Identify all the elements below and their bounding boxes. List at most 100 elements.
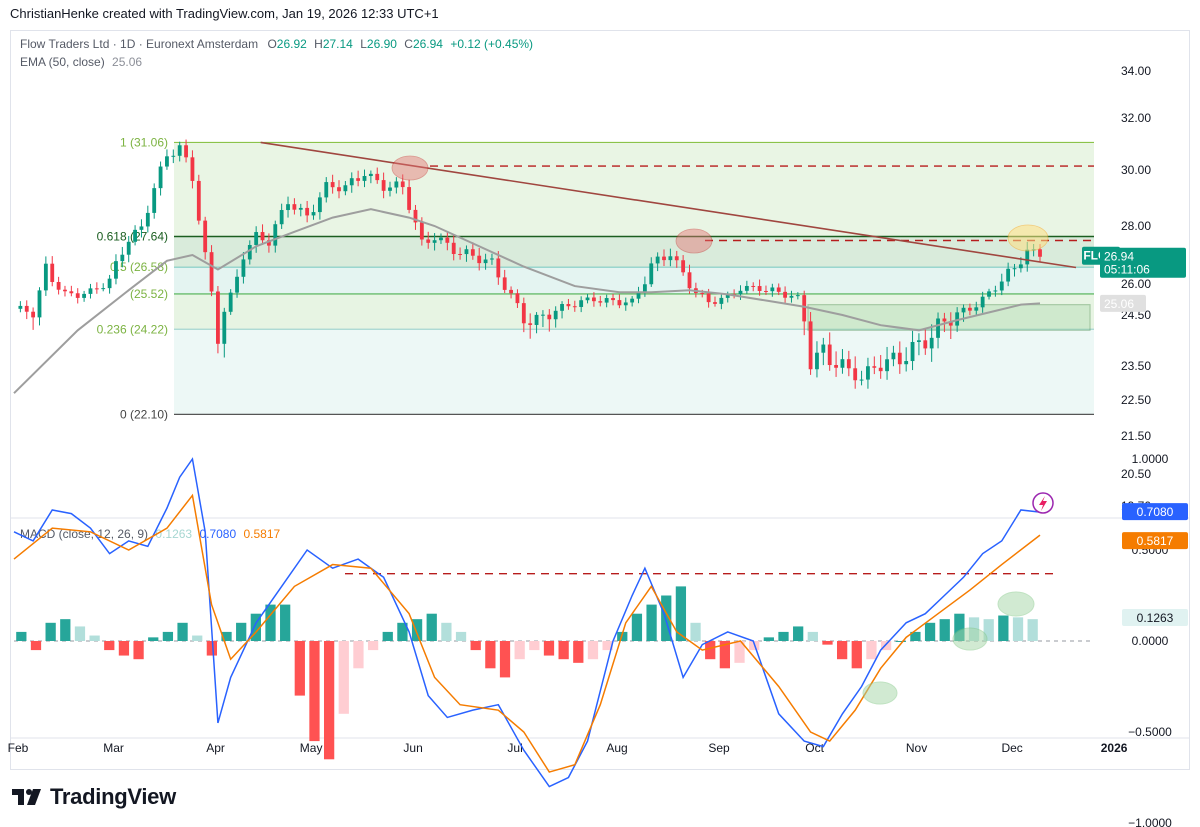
open-label: O [267,37,277,51]
candle-body [929,337,934,349]
candle-body [394,181,399,188]
candle-body [776,287,781,292]
candle-body [145,212,150,227]
candle-body [668,256,673,261]
candle-body [152,188,157,213]
candle-body [885,359,889,372]
candle-body [872,366,877,368]
candle-body [840,359,845,368]
macd-histogram-bar [118,641,130,656]
candle-body [515,293,520,304]
attribution-header: ChristianHenke created with TradingView.… [10,6,439,21]
candle-body [706,293,711,303]
candle-body [897,352,902,365]
candle-body [936,318,940,338]
macd-histogram-bar [983,619,994,641]
macd-histogram-bar [367,641,379,651]
macd-histogram-bar [998,615,1009,641]
candle-body [509,289,513,294]
macd-histogram-bar [529,641,540,651]
macd-histogram-bar [763,637,774,641]
macd-histogram-bar [323,641,335,760]
macd-histogram-bar [104,641,115,651]
candle-body [980,296,985,308]
candle-body [999,281,1004,291]
macd-histogram-bar [573,641,584,663]
ema-badge-text: 25.06 [1104,297,1134,311]
candle-body [413,209,418,223]
candle-body [808,321,813,370]
macd-histogram-bar [499,641,511,678]
candle-body [1025,249,1030,265]
candle-body [917,340,921,342]
candle-body [101,288,106,290]
last-price-badge-bg [1100,247,1186,278]
candle-body [521,303,526,324]
candle-body [878,367,883,372]
macd-histogram-bar [719,641,731,669]
candle-body [464,249,469,255]
macd-histogram-bar [793,626,804,641]
tradingview-brand: TradingView [50,784,176,809]
macd-histogram-bar [558,641,569,660]
candle-body [305,207,310,216]
macd-legend[interactable]: MACD (close, 12, 26, 9) 0.1263 0.7080 0.… [20,527,280,541]
macd-axis-tick: −1.0000 [1128,816,1172,827]
macd-histogram-bar [30,641,42,651]
macd-histogram-bar [954,613,965,641]
candle-body [764,290,768,292]
candle-body [592,297,596,302]
candle-body [502,277,507,290]
candle-body [451,242,456,255]
candle-body [993,290,998,292]
macd-signal-badge: 0.5817 [1137,534,1174,548]
macd-histogram-bar [397,622,408,641]
macd-histogram-bar [60,619,71,641]
candle-body [834,365,838,368]
candle-body [636,291,641,299]
ema-legend[interactable]: EMA (50, close) 25.06 [20,55,142,69]
macd-histogram-bar [133,641,144,660]
macd-histogram-bar [895,641,906,642]
macd-histogram-bar [338,641,349,714]
candle-body [286,204,290,211]
macd-highlight-dec [952,627,988,651]
fib-label-0: 0 (22.10) [120,407,168,421]
price-axis-tick: 20.50 [1121,467,1151,481]
candle-body [604,298,609,303]
fib-zone-0.618 [174,236,1094,268]
candle-body [1012,268,1017,270]
candle-body [324,182,329,198]
macd-histogram-bar [441,622,452,641]
candle-body [955,312,960,326]
candle-body [260,232,265,241]
macd-histogram-bar [353,641,364,669]
tradingview-logo[interactable]: TradingView [12,784,176,810]
candle-body [203,220,208,253]
candle-body [598,301,603,303]
candle-body [63,289,67,292]
candle-body [891,352,896,360]
macd-histogram-bar [514,641,525,660]
fib-zone-0.5 [174,267,1094,294]
macd-histogram-bar [280,604,291,641]
candle-body [528,323,533,325]
candle-body [241,259,246,277]
candle-body [222,311,227,344]
price-axis-tick: 21.50 [1121,429,1151,443]
highlight-circle-jun [391,155,429,181]
candle-body [757,286,762,291]
candle-body [681,260,686,273]
candle-body [82,293,87,298]
candle-body [94,288,99,290]
fib-zone-1 [174,142,1094,237]
macd-histogram-bar [74,626,86,641]
macd-histogram-bar [206,641,218,656]
candle-body [795,295,800,297]
symbol-legend: Flow Traders Ltd · 1D · Euronext Amsterd… [20,37,533,51]
macd-histogram-bar [675,586,687,641]
macd-histogram-bar [734,641,745,663]
ema-badge: 25.06 [1100,294,1146,312]
